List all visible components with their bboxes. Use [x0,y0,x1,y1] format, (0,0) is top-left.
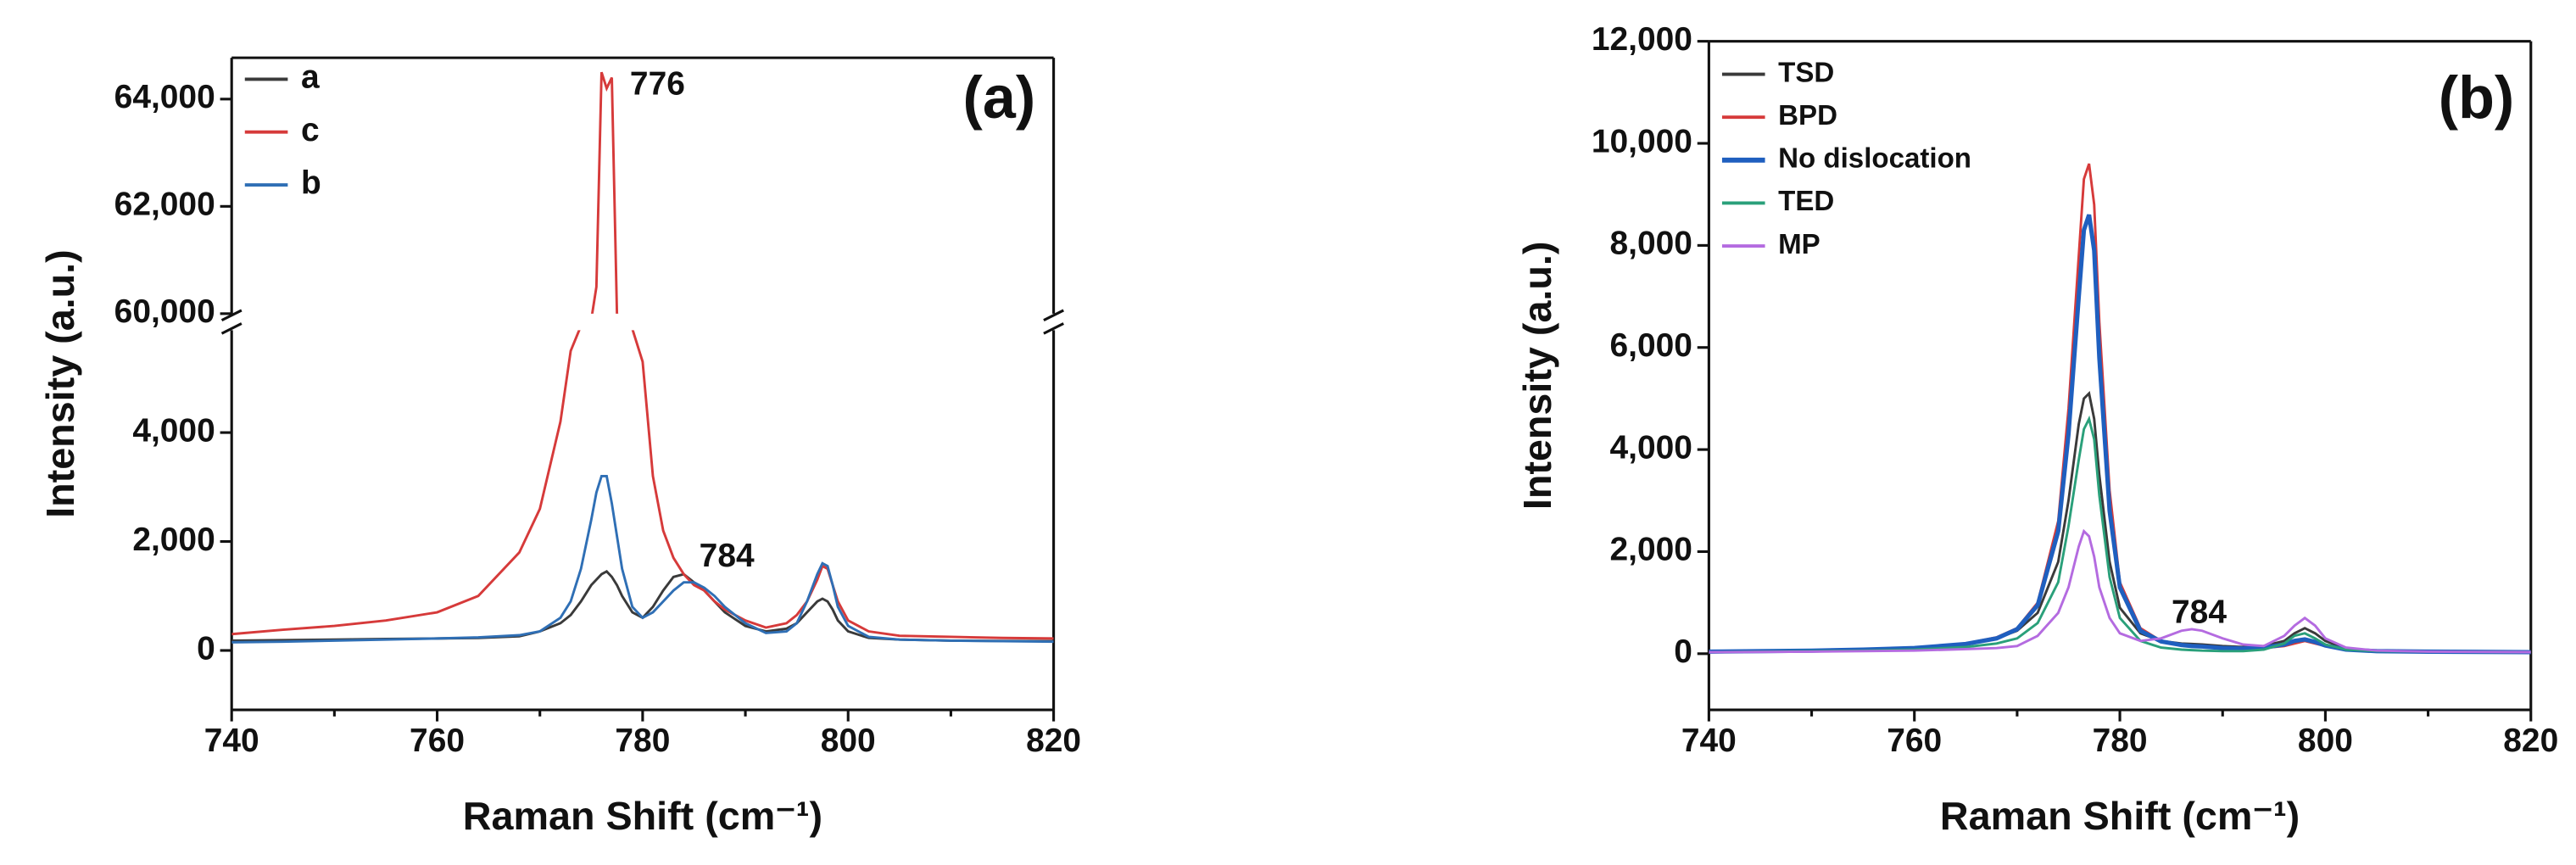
x-tick-label: 780 [2093,723,2148,759]
series-line [1709,528,2531,654]
y-tick-label: 10,000 [1592,123,1692,159]
x-tick-label: 740 [204,723,259,759]
x-tick-label: 780 [615,723,670,759]
x-tick-label: 800 [821,723,876,759]
legend-label: MP [1778,229,1820,260]
y-tick-label: 4,000 [1610,429,1692,466]
series-line [231,475,1054,644]
x-axis-title: Raman Shift (cm⁻¹) [1940,794,2300,838]
panel-label: (a) [963,64,1036,131]
x-tick-label: 820 [2503,723,2558,759]
legend-label: c [301,112,320,148]
series-line [231,71,1054,640]
x-tick-label: 760 [410,723,465,759]
annotation: 784 [2172,594,2227,630]
y-tick-label: 0 [197,630,215,667]
axis-break [1043,322,1064,335]
y-tick-label: 4,000 [132,412,215,449]
annotation: 776 [630,66,685,103]
y-tick-label: 6,000 [1610,327,1692,364]
y-tick-label: 62,000 [114,187,215,223]
axis-break [1043,309,1064,322]
x-tick-label: 820 [1026,723,1081,759]
x-axis-title: Raman Shift (cm⁻¹) [463,794,822,838]
y-tick-label: 12,000 [1592,21,1692,58]
y-tick-label: 0 [1674,633,1692,670]
legend-label: No dislocation [1778,143,1971,175]
y-tick-label: 2,000 [132,522,215,558]
legend-label: BPD [1778,100,1837,131]
y-tick-label: 2,000 [1610,532,1692,568]
legend-label: TSD [1778,57,1834,88]
y-axis-title: Intensity (a.u.) [1515,242,1559,511]
legend-label: b [301,165,321,201]
annotation: 784 [700,538,755,574]
y-tick-label: 8,000 [1610,226,1692,262]
series-line [1709,415,2531,654]
y-tick-label: 64,000 [114,79,215,115]
x-tick-label: 740 [1681,723,1737,759]
series-line [1709,214,2531,655]
legend-label: TED [1778,186,1834,217]
x-tick-label: 800 [2298,723,2353,759]
series-line [231,570,1054,643]
legend-label: a [301,59,320,96]
panel-label: (b) [2439,64,2514,131]
y-axis-title: Intensity (a.u.) [38,249,82,518]
axis-break [220,309,243,322]
axis-break [220,322,243,335]
x-tick-label: 760 [1887,723,1942,759]
y-tick-label: 60,000 [114,293,215,330]
